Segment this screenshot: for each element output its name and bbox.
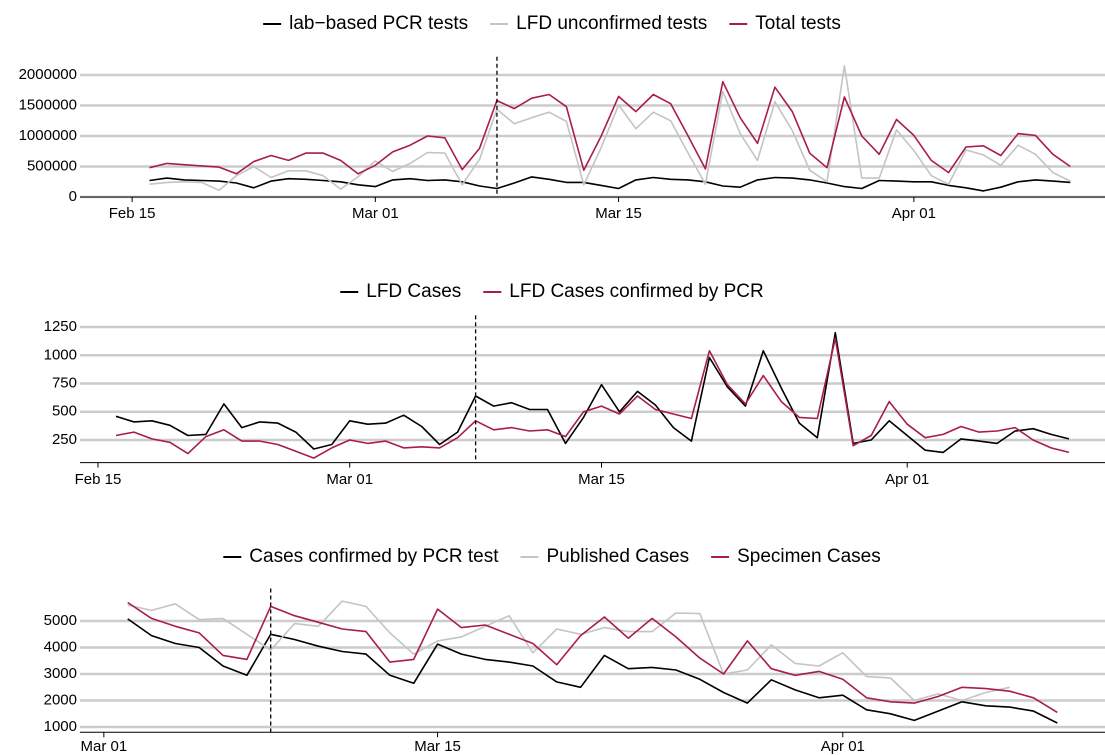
y-tick-label: 1500000 xyxy=(19,96,77,113)
y-tick-label: 2000000 xyxy=(19,66,77,83)
y-tick-label: 4000 xyxy=(44,638,77,655)
legend-label: Specimen Cases xyxy=(737,546,881,567)
x-tick-label: Mar 15 xyxy=(595,205,642,222)
legend-label: LFD unconfirmed tests xyxy=(516,13,707,34)
legend-label: lab−based PCR tests xyxy=(289,13,468,34)
x-tick-label: Apr 01 xyxy=(821,738,865,755)
y-tick-label: 0 xyxy=(69,188,77,205)
legend-label: Published Cases xyxy=(546,546,689,567)
series-line xyxy=(149,80,1071,175)
legend-label: Total tests xyxy=(755,13,841,34)
series-line xyxy=(127,600,1010,702)
y-tick-label: 3000 xyxy=(44,665,77,682)
legend-label: Cases confirmed by PCR test xyxy=(249,546,499,567)
x-tick-label: Apr 01 xyxy=(885,471,929,488)
series-line xyxy=(149,176,1071,192)
x-tick-label: Mar 01 xyxy=(326,471,373,488)
legend-label: LFD Cases xyxy=(366,281,461,302)
legend-label: LFD Cases confirmed by PCR xyxy=(509,281,763,302)
y-tick-label: 1000000 xyxy=(19,127,77,144)
y-tick-label: 2000 xyxy=(44,691,77,708)
x-tick-label: Feb 15 xyxy=(75,471,122,488)
y-tick-label: 5000 xyxy=(44,612,77,629)
series-line xyxy=(127,601,1058,714)
series-line xyxy=(115,331,1070,454)
y-tick-label: 1250 xyxy=(44,318,77,335)
x-tick-label: Mar 15 xyxy=(414,738,461,755)
y-tick-label: 1000 xyxy=(44,718,77,735)
x-tick-label: Feb 15 xyxy=(109,205,156,222)
series-line xyxy=(127,618,1058,724)
x-tick-label: Mar 15 xyxy=(578,471,625,488)
y-tick-label: 500000 xyxy=(27,157,77,174)
y-tick-label: 1000 xyxy=(44,346,77,363)
x-tick-label: Apr 01 xyxy=(892,205,936,222)
series-line xyxy=(149,65,1071,192)
y-tick-label: 750 xyxy=(52,374,77,391)
y-tick-label: 500 xyxy=(52,403,77,420)
x-tick-label: Mar 01 xyxy=(352,205,399,222)
y-tick-label: 250 xyxy=(52,431,77,448)
series-line xyxy=(115,337,1070,459)
x-tick-label: Mar 01 xyxy=(80,738,127,755)
